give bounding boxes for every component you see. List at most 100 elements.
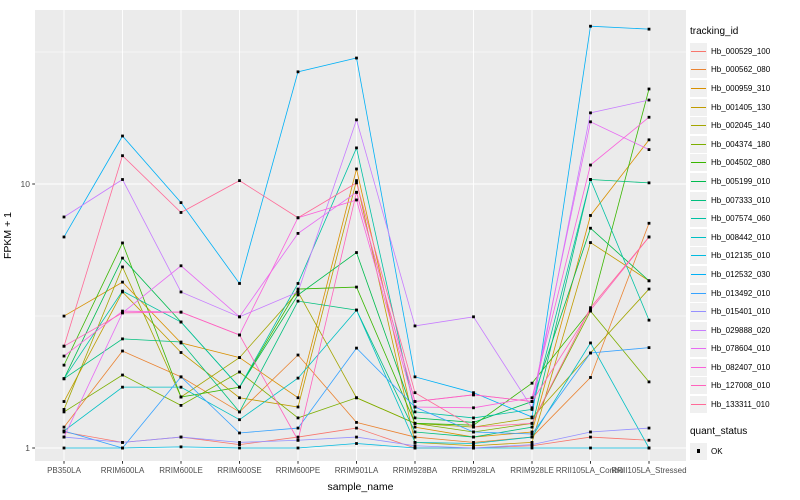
data-point (647, 181, 651, 185)
legend-key-swatch (690, 61, 707, 79)
legend-item-label: Hb_005199_010 (711, 176, 771, 186)
data-point (121, 373, 124, 377)
data-point (589, 376, 592, 379)
data-point (355, 190, 358, 194)
data-point (296, 70, 300, 74)
data-point (472, 435, 475, 439)
legend-item: Hb_015401_010 (690, 302, 798, 321)
legend-key-swatch (690, 265, 707, 283)
legend-item: Hb_007574_060 (690, 209, 798, 228)
data-point (530, 430, 534, 434)
data-point (238, 385, 241, 389)
data-point (121, 178, 124, 181)
data-point (589, 120, 592, 124)
data-point (647, 318, 651, 322)
data-point (62, 410, 66, 414)
data-point (589, 214, 592, 217)
data-point (472, 391, 475, 395)
data-point (647, 221, 651, 225)
legend-item-label: Hb_012532_030 (711, 269, 771, 279)
data-point (62, 435, 66, 439)
legend-item-label: Hb_012135_010 (711, 251, 771, 261)
black-square-marker-icon (696, 449, 701, 453)
data-point (121, 309, 124, 313)
legend-key-swatch (690, 79, 707, 97)
data-point (238, 418, 241, 422)
data-point (589, 435, 592, 439)
data-point (355, 198, 358, 202)
data-point (589, 163, 592, 167)
data-point (413, 430, 417, 434)
data-point (121, 337, 124, 341)
x-tick-label: RRII105LA_Stressed (611, 466, 686, 475)
legend-item-label: Hb_002045_140 (711, 121, 771, 131)
x-tick-label: RRIM928LE (510, 466, 554, 475)
data-point (355, 421, 358, 424)
data-point (121, 134, 124, 138)
data-point (647, 235, 651, 239)
x-tick-label: RRIM901LA (335, 466, 379, 475)
data-point (179, 395, 183, 399)
legend-key-swatch (690, 377, 707, 395)
data-point (179, 320, 183, 324)
data-point (121, 446, 124, 450)
data-point (179, 310, 183, 314)
data-point (179, 201, 183, 205)
legend-key-swatch (690, 358, 707, 376)
data-point (355, 56, 358, 60)
legend-key-swatch (690, 135, 707, 153)
legend-item: Hb_001405_130 (690, 98, 798, 117)
quant-status-label: OK (711, 446, 723, 456)
data-point (472, 423, 475, 427)
data-point (413, 405, 417, 409)
legend-item-label: Hb_029888_020 (711, 325, 771, 335)
legend-key-swatch (690, 42, 707, 60)
data-point (121, 289, 124, 293)
legend-key-swatch (690, 396, 707, 414)
legend-line-icon (691, 218, 706, 220)
data-point (355, 179, 358, 183)
data-point (121, 441, 124, 444)
data-point (62, 429, 66, 433)
data-point (121, 241, 124, 245)
data-point (647, 87, 651, 91)
data-point (62, 446, 66, 450)
data-point (472, 425, 475, 429)
legend-key-swatch (690, 210, 707, 228)
data-point (589, 111, 592, 115)
data-point (647, 380, 651, 384)
legend-item: Hb_082407_010 (690, 358, 798, 377)
data-point (296, 287, 300, 291)
data-point (296, 396, 300, 400)
data-point (121, 385, 124, 389)
data-point (589, 430, 592, 434)
legend-item-label: Hb_001405_130 (711, 102, 771, 112)
data-point (179, 351, 183, 354)
x-tick-label: RRIM600PE (276, 466, 320, 475)
data-point (472, 315, 475, 319)
data-point (530, 421, 534, 425)
data-point (530, 400, 534, 403)
legend-item-label: Hb_000562_080 (711, 65, 771, 75)
data-point (238, 315, 241, 319)
data-point (413, 435, 417, 439)
legend-line-icon (691, 143, 706, 145)
data-point (647, 138, 651, 142)
data-point (121, 265, 124, 269)
legend-item: Hb_004374_180 (690, 135, 798, 154)
legend-key-swatch (690, 154, 707, 172)
legend-item: Hb_000562_080 (690, 61, 798, 80)
legend-line-icon (691, 69, 706, 71)
data-point (413, 444, 417, 448)
legend-title: tracking_id (690, 26, 739, 37)
legend-line-icon (691, 180, 706, 182)
data-point (238, 370, 241, 374)
data-point (413, 375, 417, 379)
data-point (355, 426, 358, 430)
data-point (179, 290, 183, 294)
data-point (62, 344, 66, 348)
data-point (296, 438, 300, 442)
data-point (530, 406, 534, 410)
legend-item-list: Hb_000529_100 Hb_000562_080 Hb_000959_310 H… (690, 42, 798, 414)
data-point (296, 293, 300, 297)
